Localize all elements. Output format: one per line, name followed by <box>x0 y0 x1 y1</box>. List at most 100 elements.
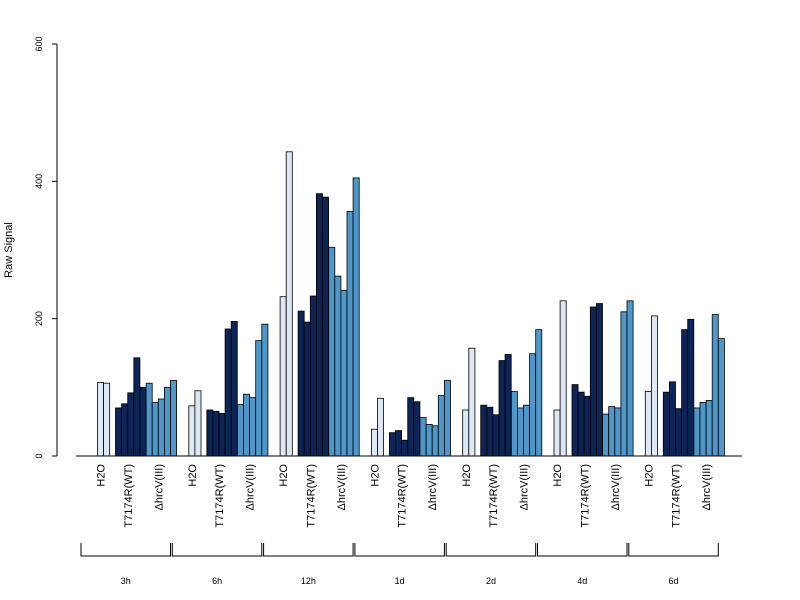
bar <box>309 295 317 457</box>
bar <box>315 193 323 457</box>
bar <box>517 407 524 457</box>
bar <box>510 391 518 457</box>
bar <box>145 382 153 457</box>
category-label: T7174R(WT) <box>397 464 409 528</box>
bar <box>322 196 329 457</box>
bar <box>651 315 658 457</box>
bar <box>608 406 616 457</box>
bar <box>492 414 500 457</box>
bar <box>504 353 512 457</box>
bar <box>620 311 628 457</box>
bar <box>163 386 171 457</box>
bar <box>236 404 244 457</box>
bar <box>285 151 293 457</box>
category-label: H2O <box>461 464 473 487</box>
bar <box>480 404 488 457</box>
category-label: ΔhrcV(III) <box>336 464 348 510</box>
bar <box>407 397 415 457</box>
y-tick-label: 200 <box>34 311 44 326</box>
bar <box>243 393 250 457</box>
category-label: H2O <box>96 464 108 487</box>
y-tick-label: 600 <box>34 36 44 51</box>
bar <box>388 432 396 457</box>
bar <box>413 401 421 457</box>
time-label: 3h <box>121 576 131 586</box>
bar <box>687 318 695 457</box>
bar <box>121 403 129 457</box>
bar <box>346 211 354 457</box>
bar <box>133 357 141 457</box>
bar <box>255 340 263 457</box>
bar <box>303 321 311 457</box>
bar <box>249 397 257 457</box>
time-label: 6h <box>212 576 222 586</box>
bar <box>589 306 597 457</box>
category-label: T7174R(WT) <box>305 464 317 528</box>
bar <box>297 310 305 457</box>
bar <box>224 328 232 457</box>
category-label: H2O <box>370 464 382 487</box>
category-label: ΔhrcV(III) <box>427 464 439 510</box>
category-label: T7174R(WT) <box>488 464 500 528</box>
category-label: T7174R(WT) <box>671 464 683 528</box>
bar <box>644 391 652 457</box>
bars <box>97 151 725 457</box>
category-label: ΔhrcV(III) <box>701 464 713 510</box>
bar <box>261 323 269 457</box>
bar <box>194 390 202 457</box>
category-label: T7174R(WT) <box>579 464 591 528</box>
category-label: ΔhrcV(III) <box>610 464 622 510</box>
bar <box>699 402 707 457</box>
category-label: H2O <box>552 464 564 487</box>
bar <box>139 386 147 457</box>
bar <box>626 300 634 457</box>
bar <box>468 347 476 457</box>
bar <box>103 382 111 457</box>
bar <box>431 425 439 457</box>
bar <box>662 391 670 457</box>
time-label: 2d <box>486 576 496 586</box>
time-bracket <box>80 543 171 557</box>
bar <box>206 409 214 457</box>
bar <box>602 413 610 457</box>
category-labels: H2O T7174R(WT) ΔhrcV(III) H2O T7174R(WT) Δhrc… <box>96 464 713 528</box>
time-label: 1d <box>395 576 405 586</box>
bar <box>157 398 165 457</box>
bar <box>711 314 719 457</box>
bar <box>583 395 591 457</box>
bar <box>437 395 445 457</box>
bar <box>334 275 342 457</box>
y-axis-label: Raw Signal <box>3 222 15 278</box>
time-bracket <box>628 543 719 557</box>
bar <box>705 399 713 457</box>
bar <box>675 408 682 457</box>
bar <box>395 430 402 457</box>
category-label: ΔhrcV(III) <box>245 464 257 510</box>
bar <box>377 397 384 457</box>
y-axis: 0 200 400 600 <box>34 36 58 459</box>
bar <box>328 246 336 457</box>
bar <box>188 405 196 457</box>
bar <box>596 303 603 457</box>
bar <box>717 338 725 457</box>
time-bracket <box>445 543 537 557</box>
time-label: 12h <box>301 576 316 586</box>
bar <box>151 402 159 457</box>
bar <box>352 177 360 457</box>
time-label: 6d <box>668 576 678 586</box>
bar <box>681 329 689 457</box>
bar <box>614 407 622 457</box>
bar <box>486 406 494 457</box>
category-label: ΔhrcV(III) <box>519 464 531 510</box>
time-bracket <box>537 543 628 557</box>
time-bracket <box>354 543 445 557</box>
category-label: T7174R(WT) <box>214 464 226 528</box>
bar <box>340 290 348 457</box>
bar <box>577 391 585 457</box>
bar <box>559 300 567 457</box>
bar <box>529 353 537 457</box>
time-label: 4d <box>577 576 587 586</box>
bar <box>401 439 409 457</box>
bar <box>523 404 530 457</box>
